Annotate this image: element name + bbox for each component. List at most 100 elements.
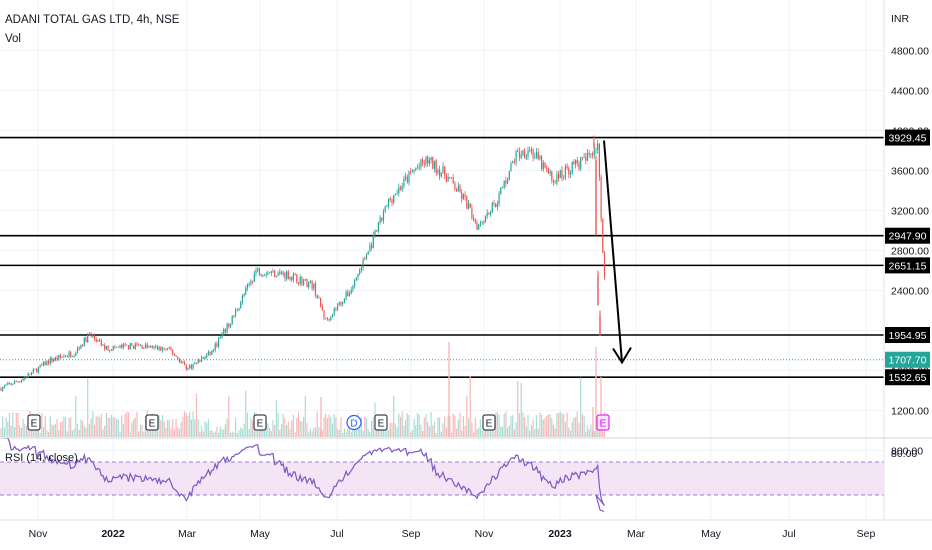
candle-body [330,317,332,320]
candle-body [100,340,102,346]
candle-body [279,271,281,274]
candle-body [3,385,5,388]
rsi-tick-label: 80.00 [891,448,917,460]
volume-bar [342,432,344,437]
candle-body [320,297,322,306]
earnings-marker[interactable] [145,414,159,431]
volume-bar [448,342,450,437]
price-axis[interactable]: 4800.004400.004000.003600.003200.002800.… [891,46,929,458]
dividend-marker[interactable] [346,414,362,431]
volume-bar [440,431,442,437]
earnings-marker[interactable] [253,414,267,431]
candle-body [583,156,585,158]
volume-bar [483,429,485,437]
candle-body [595,149,597,151]
volume-bar [503,414,505,437]
candle-body [173,354,175,356]
candle-body [70,352,72,357]
volume-bar [520,382,522,437]
candle-body [78,347,80,349]
candle-body [513,161,515,163]
candle-body [381,217,383,221]
candle-body [270,271,272,274]
volume-bar [61,421,63,437]
volume-bar [541,414,543,437]
time-axis[interactable]: Nov 2022 Mar May Jul Sep Nov 2023 Mar May Jul Sep [29,528,876,540]
candle-body [216,343,218,347]
price-level-tag-bg [885,327,930,344]
volume-bar [546,415,548,437]
volume-bar [309,428,311,437]
candle-body [510,163,512,172]
volume-bar [114,417,116,437]
volume-bar [433,422,436,437]
volume-bar [343,428,345,437]
candle-body [24,377,26,379]
candle-body [161,348,164,351]
candle-body [362,259,364,268]
candle-body [63,355,65,357]
candle-body [8,383,11,384]
candle-body [507,179,509,184]
candle-body [316,295,318,298]
candle-body [512,161,514,164]
volume-bar [399,416,402,437]
candle-body [440,172,442,177]
volume-bar [444,416,446,437]
volume-bar [163,421,165,437]
volume-bar [143,431,145,437]
volume-bar [508,425,510,437]
last-price-tag: 1707.70 [889,355,927,367]
candle-body [308,282,310,288]
earnings-marker[interactable] [482,414,496,431]
volume-bar [512,415,514,437]
candle-body [265,274,267,276]
volume-bar [420,424,422,437]
volume-bar [168,419,170,437]
candle-body [364,259,366,261]
candle-body [92,335,94,337]
candle-body [73,355,75,357]
candle-body [331,314,334,318]
down-arrow-annotation[interactable] [603,140,632,365]
candle-body [114,346,116,348]
candle-body [488,212,490,215]
candle-body [578,163,580,170]
candle-body [294,273,296,275]
volume-bar [311,431,313,437]
volume-bar [19,424,21,437]
volume-bar [585,431,587,437]
candle-body [500,187,502,194]
arrow-head [612,346,632,365]
volume-bar [418,414,420,437]
volume-bar [496,411,498,437]
price-level-tags: 3929.45 2947.90 2651.15 1954.95 1532.65 1707.… [885,129,930,386]
candle-body [85,337,87,343]
candle-body [396,193,398,195]
candle-body [236,309,238,311]
volume-bar [70,417,72,437]
candle-body [131,343,133,346]
earnings-marker[interactable] [596,414,610,431]
candle-body [289,276,291,280]
volume-bar [127,412,130,437]
volume-bar [432,425,434,437]
candle-body [291,276,293,280]
volume-bar [42,427,45,437]
volume-bar [233,432,235,437]
volume-bar [391,423,393,437]
candle-body [255,270,257,274]
volume-bar [25,425,28,437]
earnings-marker[interactable] [27,414,41,431]
candle-body [476,222,478,230]
event-markers[interactable]: E E E E E ED [27,414,610,431]
candle-body [469,203,471,208]
candle-body [416,167,419,169]
candle-body [201,357,203,362]
volume-bar [202,431,204,437]
earnings-marker[interactable] [374,414,388,431]
candle-body [97,339,99,342]
volume-bar [566,412,568,437]
candle-body [31,372,33,375]
